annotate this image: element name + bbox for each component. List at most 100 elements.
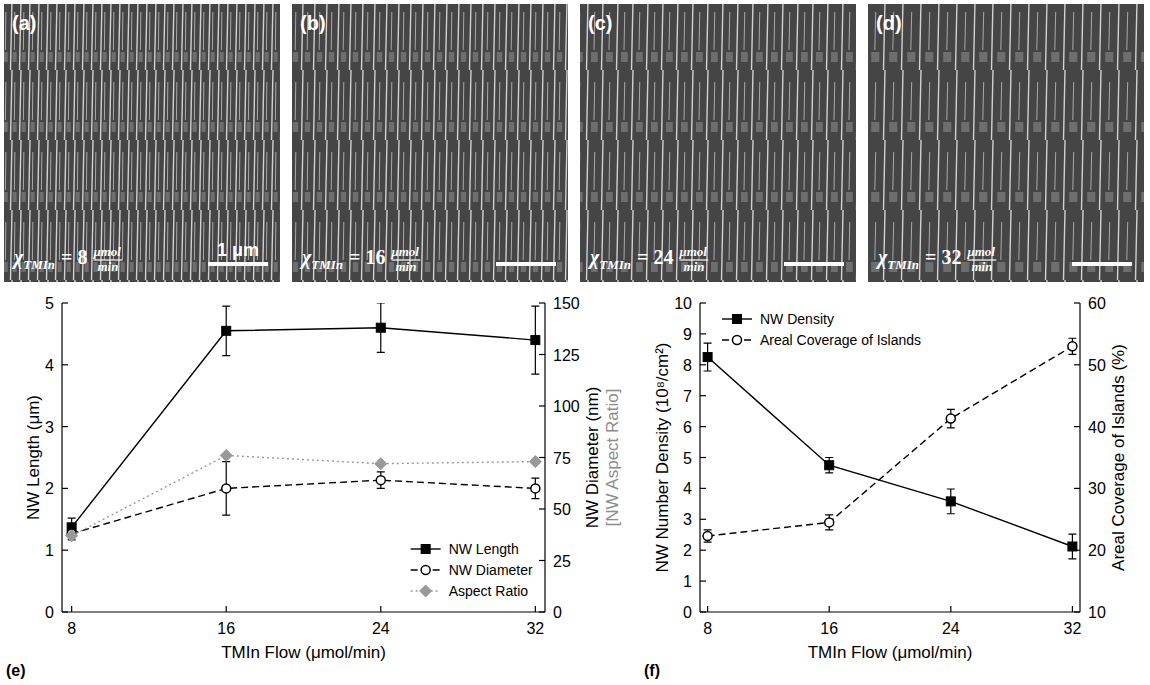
y-tick: [700, 333, 706, 334]
y-tick-label: 0: [683, 604, 692, 621]
marker: [733, 315, 742, 324]
y2-tick-label: 30: [1088, 480, 1106, 497]
y-tick: [700, 457, 706, 458]
y-tick-label: 5: [683, 450, 692, 467]
y-tick: [700, 426, 706, 427]
x-tick: [226, 606, 227, 612]
figure: (a)χTMIn= 8μmolmin1 μm(b)χTMIn= 16μmolmi…: [0, 0, 1150, 685]
plot-data: [66, 303, 542, 542]
chart: 81624320123450255075100125150TMIn Flow (…: [6, 295, 622, 679]
error-bar: [947, 489, 955, 514]
error-bar: [947, 409, 955, 428]
chart: 8162432012345678910102030405060TMIn Flow…: [644, 295, 1128, 679]
y2-tick-label: 75: [553, 450, 571, 467]
legend-label: Aspect Ratio: [449, 583, 529, 599]
marker: [220, 449, 232, 461]
marker: [375, 458, 387, 470]
y-tick-label: 1: [45, 542, 54, 559]
y2-axis-title: Areal Coverage of Islands (%): [1109, 344, 1128, 571]
y-tick: [62, 550, 68, 551]
error-bar: [222, 306, 230, 355]
error-bar: [825, 458, 833, 473]
marker: [421, 566, 430, 575]
y2-tick: [1074, 364, 1080, 365]
caption-fraction-line: [680, 259, 709, 260]
caption-subscript: TMIn: [599, 257, 631, 272]
y-tick-label: 3: [45, 419, 54, 436]
caption-symbol: χ: [299, 246, 312, 269]
y2-tick: [539, 457, 545, 458]
error-bar: [704, 530, 712, 542]
x-axis-line: [62, 611, 545, 612]
marker: [1068, 342, 1077, 351]
x-tick: [71, 606, 72, 612]
error-bar: [222, 462, 230, 516]
legend: NW LengthNW DiameterAspect Ratio: [411, 541, 533, 599]
caption-unit-denominator: min: [395, 259, 416, 274]
sem-panel: (b)χTMIn= 16μmolmin: [292, 4, 568, 282]
marker: [946, 414, 955, 423]
y-tick: [62, 426, 68, 427]
caption-fraction-line: [392, 259, 421, 260]
marker: [946, 497, 955, 506]
y2-axis-title: NW Diameter (nm): [583, 387, 602, 529]
y-tick-label: 2: [683, 542, 692, 559]
marker: [531, 336, 540, 345]
legend-label: NW Density: [760, 311, 834, 327]
caption-subscript: TMIn: [887, 257, 919, 272]
caption-unit-denominator: min: [97, 259, 118, 274]
marker: [703, 531, 712, 540]
y-axis-line: [61, 303, 62, 612]
legend: NW Density Areal Coverage of Islands: [722, 311, 921, 348]
x-tick: [829, 606, 830, 612]
legend-label: NW Length: [449, 541, 519, 557]
panel-label: (e): [6, 662, 26, 679]
marker: [1068, 542, 1077, 551]
caption-subscript: TMIn: [23, 257, 55, 272]
x-tick: [950, 606, 951, 612]
y2-tick-label: 60: [1088, 295, 1106, 312]
x-tick-label: 32: [1064, 620, 1082, 637]
y2-tick: [539, 405, 545, 406]
error-bar: [377, 303, 385, 352]
x-axis-line: [700, 611, 1080, 612]
legend-label: Areal Coverage of Islands: [760, 332, 921, 348]
marker: [421, 545, 430, 554]
y-tick: [700, 395, 706, 396]
marker: [376, 323, 385, 332]
scale-bar: [208, 262, 268, 266]
y2-tick: [539, 560, 545, 561]
x-tick: [1072, 606, 1073, 612]
scale-bar: [784, 262, 844, 266]
sem-image: [868, 4, 1144, 282]
caption: χTMIn= 16: [299, 246, 386, 272]
panel-label: (c): [588, 12, 612, 34]
y2-tick: [539, 354, 545, 355]
y-tick: [700, 302, 706, 303]
axes: [62, 303, 545, 612]
sem-image: [4, 4, 280, 282]
x-tick: [535, 606, 536, 612]
y2-tick-label: 10: [1088, 604, 1106, 621]
axes: [700, 303, 1080, 612]
y-tick-label: 8: [683, 357, 692, 374]
marker: [531, 484, 540, 493]
y2-tick: [1074, 488, 1080, 489]
panel-label: (d): [876, 12, 902, 34]
y2-tick-label: 20: [1088, 542, 1106, 559]
y-tick-label: 1: [683, 573, 692, 590]
caption-unit-numerator: μmol: [679, 244, 708, 259]
y2-tick: [539, 611, 545, 612]
y-tick: [62, 302, 68, 303]
y2-tick: [1074, 426, 1080, 427]
y-axis-title: NW Length (μm): [24, 395, 43, 520]
caption-symbol: χ: [875, 246, 888, 269]
marker: [66, 530, 78, 542]
marker: [825, 518, 834, 527]
x-axis-title: TMIn Flow (μmol/min): [221, 643, 386, 662]
caption-unit-denominator: min: [971, 259, 992, 274]
error-bar: [531, 306, 539, 374]
x-tick-label: 8: [67, 620, 76, 637]
caption: χTMIn= 32: [875, 246, 962, 272]
y-tick-label: 2: [45, 480, 54, 497]
